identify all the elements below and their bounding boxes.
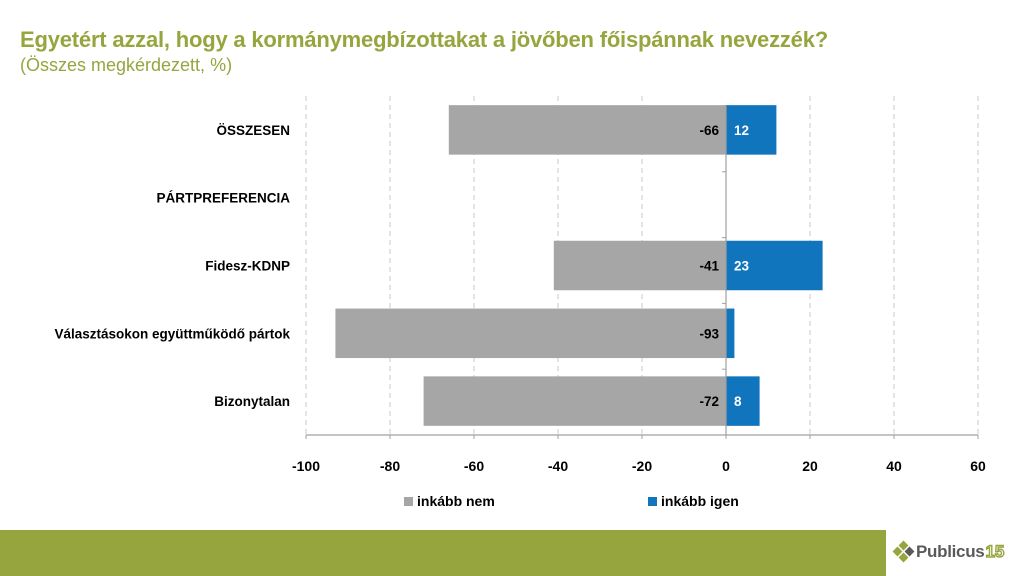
bar-inkabb-igen [726,240,823,291]
x-tick-label: 0 [722,458,730,474]
category-label: ÖSSZESEN [216,123,290,138]
data-label-inkabb-nem: -41 [699,259,719,274]
bar-inkabb-igen [726,376,760,426]
legend-label-yes: inkább igen [661,493,739,509]
footer-bar [0,530,886,576]
bar-inkabb-igen [726,308,735,359]
category-label: Bizonytalan [214,394,290,409]
data-label-inkabb-igen: 8 [734,394,742,409]
chart-plot: ÖSSZESEN -66 12 PÁRTPREFERENCIA Fidesz-KDNP -… [54,96,986,474]
legend-swatch-no [404,496,413,506]
bar-inkabb-igen [726,105,777,155]
x-tick-label: 60 [970,458,986,474]
chart-title: Egyetért azzal, hogy a kormánymegbízotta… [20,27,828,52]
bar-inkabb-nem [448,105,726,155]
publicus-logo: Publicus 15 [892,537,1005,567]
legend-item-no: inkább nem [404,493,495,509]
bar-inkabb-nem [335,308,726,359]
x-tick-label: -20 [632,458,652,474]
data-label-inkabb-nem: -93 [699,326,719,341]
x-tick-label: -80 [380,458,400,474]
category-label: PÁRTPREFERENCIA [156,191,290,206]
category-label: Választásokon együttműködő pártok [54,326,290,341]
logo-diamonds-icon [892,540,915,563]
legend-item-yes: inkább igen [648,493,739,509]
x-tick-label: 40 [886,458,902,474]
category-label: Fidesz-KDNP [205,259,290,274]
x-tick-label: -60 [464,458,484,474]
data-label-inkabb-igen: 23 [734,259,750,274]
logo-number: 15 [985,541,1005,561]
x-tick-label: 20 [802,458,818,474]
chart-subtitle: (Összes megkérdezett, %) [20,55,233,75]
legend-swatch-yes [648,496,657,506]
data-label-inkabb-nem: -66 [699,123,719,138]
data-label-inkabb-igen: 12 [734,123,749,138]
data-label-inkabb-nem: -72 [699,394,719,409]
legend-label-no: inkább nem [417,493,495,509]
logo-text: Publicus [916,542,985,561]
x-tick-label: -40 [548,458,568,474]
bar-inkabb-nem [423,376,726,426]
x-tick-label: -100 [292,458,320,474]
bar-inkabb-nem [553,240,726,291]
